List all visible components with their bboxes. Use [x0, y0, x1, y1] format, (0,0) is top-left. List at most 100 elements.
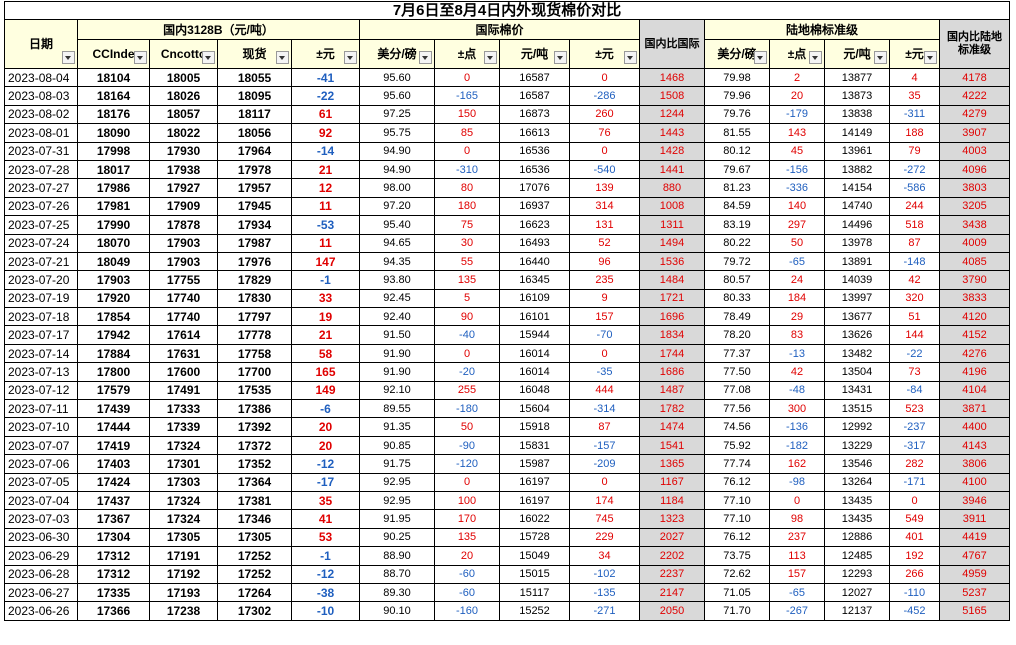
- value-cell: 94.35: [359, 251, 435, 272]
- sheet-title: 7月6日至8月4日内外现货棉价对比: [3, 1, 1011, 20]
- value-cell: -110: [889, 582, 940, 603]
- value-cell: 17934: [217, 215, 292, 235]
- column-header: 元/吨: [824, 39, 890, 69]
- value-cell: 35: [291, 490, 360, 511]
- date-cell: 2023-08-04: [4, 67, 78, 88]
- value-cell: 79.96: [704, 86, 770, 106]
- value-cell: -1: [291, 270, 360, 290]
- filter-button[interactable]: [62, 51, 75, 64]
- row: 2023-07-11 17439 17333 17386 -6 89.55 -180 1560…: [4, 399, 1011, 419]
- value-cell: 300: [769, 399, 825, 419]
- value-cell: 0: [889, 490, 940, 511]
- value-cell: 2147: [639, 582, 705, 603]
- value-cell: -310: [434, 159, 500, 180]
- filter-button[interactable]: [624, 51, 637, 64]
- value-cell: 131: [569, 215, 640, 235]
- value-cell: 13978: [824, 233, 890, 253]
- filter-button[interactable]: [344, 51, 357, 64]
- value-cell: 14039: [824, 270, 890, 290]
- value-cell: 13229: [824, 435, 890, 456]
- value-cell: 17990: [77, 215, 150, 235]
- value-cell: 16536: [499, 159, 570, 180]
- value-cell: 1834: [639, 325, 705, 345]
- value-cell: 77.50: [704, 362, 770, 382]
- value-cell: 80.22: [704, 233, 770, 253]
- value-cell: 17778: [217, 325, 292, 345]
- value-cell: 96: [569, 251, 640, 272]
- filter-button[interactable]: [484, 51, 497, 64]
- filter-button[interactable]: [419, 51, 432, 64]
- value-cell: 20: [434, 546, 500, 566]
- value-cell: 92.45: [359, 288, 435, 309]
- value-cell: 80.33: [704, 288, 770, 309]
- value-cell: 1244: [639, 104, 705, 125]
- value-cell: 1441: [639, 159, 705, 180]
- value-cell: 4152: [938, 325, 1011, 345]
- value-cell: 140: [769, 196, 825, 217]
- filter-button[interactable]: [874, 51, 887, 64]
- value-cell: 17252: [217, 564, 292, 584]
- value-cell: 3205: [938, 196, 1011, 217]
- value-cell: 1508: [639, 86, 705, 106]
- value-cell: 4143: [938, 435, 1011, 456]
- value-cell: 2027: [639, 527, 705, 548]
- column-header: CCInde: [77, 39, 150, 69]
- value-cell: -311: [889, 104, 940, 125]
- filter-button[interactable]: [134, 51, 147, 64]
- value-cell: 17740: [149, 288, 218, 309]
- filter-button[interactable]: [554, 51, 567, 64]
- value-cell: 98: [769, 509, 825, 529]
- value-cell: 17758: [217, 343, 292, 364]
- value-cell: -84: [889, 380, 940, 401]
- value-cell: 2050: [639, 601, 705, 621]
- value-cell: 77.08: [704, 380, 770, 401]
- row: 2023-06-28 17312 17192 17252 -12 88.70 -60 1501…: [4, 564, 1011, 584]
- value-cell: 17981: [77, 196, 150, 217]
- value-cell: 52: [569, 233, 640, 253]
- value-cell: 97.25: [359, 104, 435, 125]
- value-cell: 16493: [499, 233, 570, 253]
- value-cell: 0: [569, 67, 640, 88]
- value-cell: 95.40: [359, 215, 435, 235]
- filter-button[interactable]: [924, 51, 937, 64]
- value-cell: 1696: [639, 307, 705, 327]
- value-cell: 83.19: [704, 215, 770, 235]
- value-cell: 1365: [639, 454, 705, 474]
- value-cell: 13431: [824, 380, 890, 401]
- value-cell: 34: [569, 546, 640, 566]
- value-cell: 16197: [499, 490, 570, 511]
- value-cell: 4100: [938, 472, 1011, 492]
- filter-button[interactable]: [809, 51, 822, 64]
- value-cell: 81.23: [704, 178, 770, 198]
- value-cell: 17238: [149, 601, 218, 621]
- filter-button[interactable]: [202, 51, 215, 64]
- value-cell: 162: [769, 454, 825, 474]
- value-cell: -38: [291, 582, 360, 603]
- value-cell: 17631: [149, 343, 218, 364]
- value-cell: 18095: [217, 86, 292, 106]
- filter-button[interactable]: [276, 51, 289, 64]
- value-cell: 15049: [499, 546, 570, 566]
- value-cell: 76.12: [704, 472, 770, 492]
- value-cell: 14496: [824, 215, 890, 235]
- row: 2023-06-29 17312 17191 17252 -1 88.90 20 15049 3…: [4, 546, 1011, 566]
- value-cell: 157: [569, 307, 640, 327]
- value-cell: 17381: [217, 490, 292, 511]
- value-cell: 0: [569, 472, 640, 492]
- value-cell: 4120: [938, 307, 1011, 327]
- value-cell: 17364: [217, 472, 292, 492]
- filter-button[interactable]: [754, 51, 767, 64]
- value-cell: 84.59: [704, 196, 770, 217]
- value-cell: 13677: [824, 307, 890, 327]
- value-cell: 11: [291, 233, 360, 253]
- value-cell: -286: [569, 86, 640, 106]
- value-cell: -10: [291, 601, 360, 621]
- row: 2023-07-24 18070 17903 17987 11 94.65 30 16493 5…: [4, 233, 1011, 253]
- value-cell: 17303: [149, 472, 218, 492]
- value-cell: 92.95: [359, 472, 435, 492]
- value-cell: 17403: [77, 454, 150, 474]
- group-header: 国内3128B（元/吨）: [77, 19, 360, 40]
- value-cell: 17927: [149, 178, 218, 198]
- value-cell: 71.70: [704, 601, 770, 621]
- value-cell: 17304: [77, 527, 150, 548]
